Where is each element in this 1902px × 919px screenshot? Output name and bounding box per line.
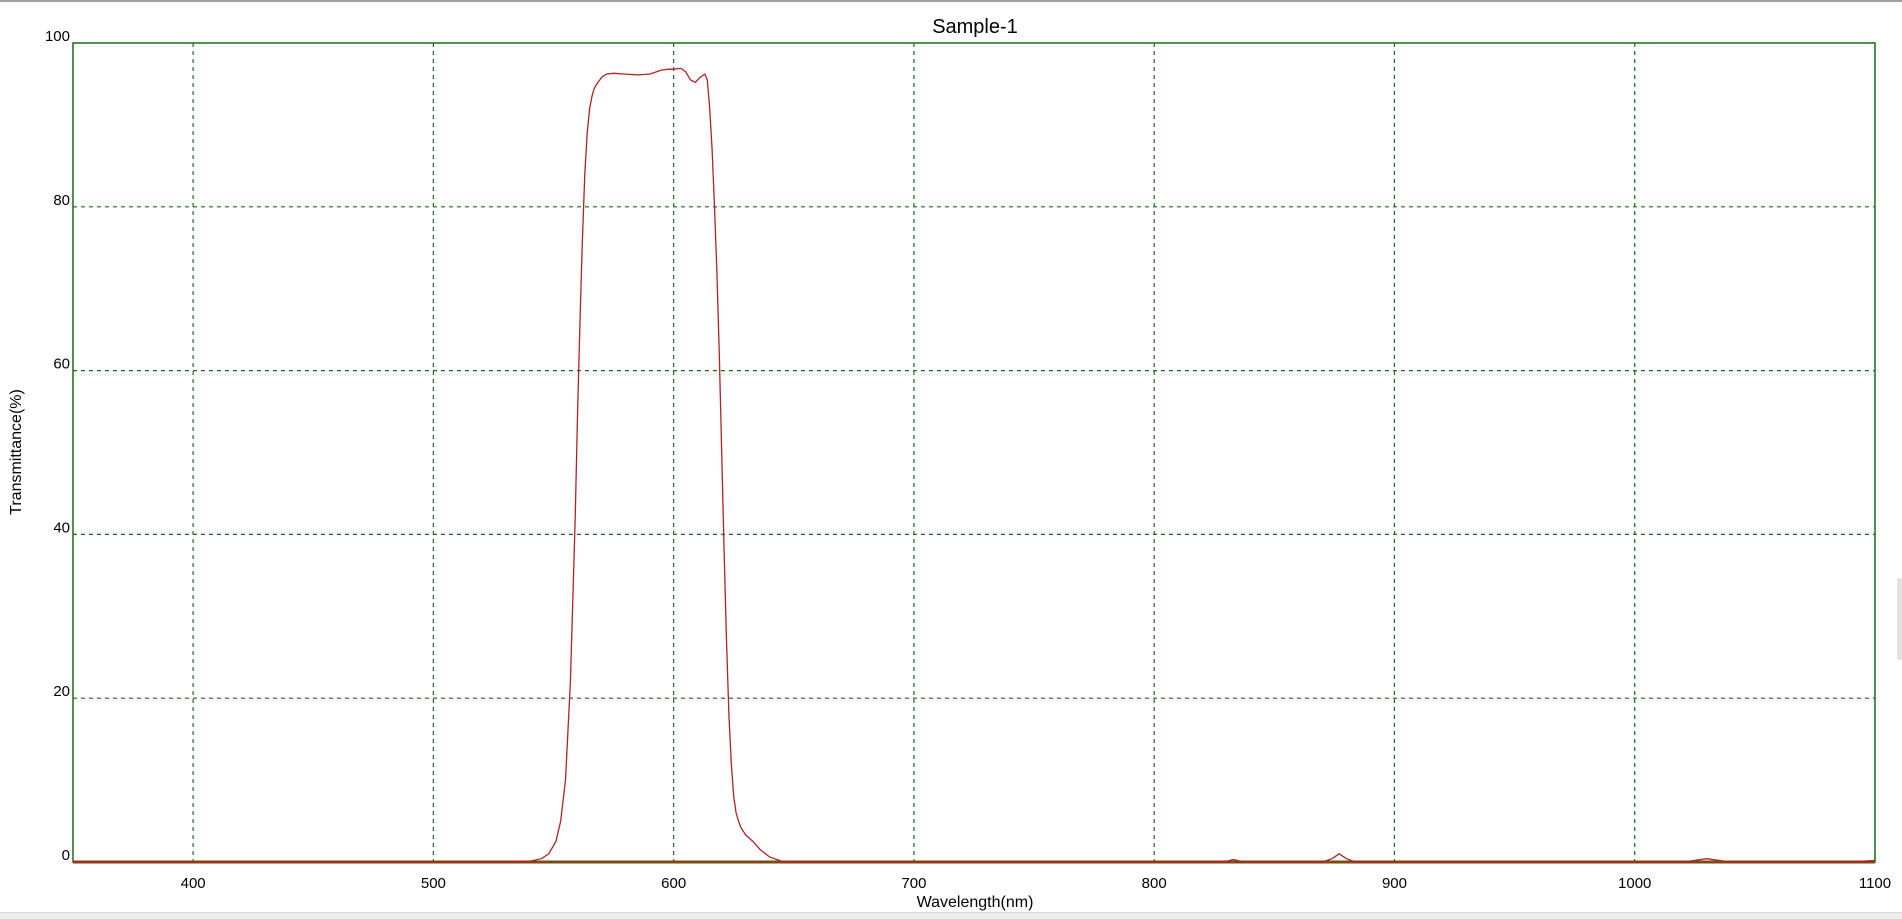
grid bbox=[73, 43, 1875, 862]
x-tick-label: 1000 bbox=[1618, 875, 1651, 892]
x-axis-label: Wavelength(nm) bbox=[917, 894, 1034, 911]
y-tick-label: 60 bbox=[53, 356, 70, 373]
y-tick-label: 20 bbox=[53, 683, 70, 700]
x-tick-label: 800 bbox=[1142, 875, 1167, 892]
y-tick-label: 40 bbox=[53, 519, 70, 536]
y-tick-label: 80 bbox=[53, 192, 70, 209]
series-line bbox=[73, 67, 1876, 863]
x-tick-label: 700 bbox=[901, 875, 926, 892]
chart-title: Sample-1 bbox=[932, 16, 1018, 38]
x-tick-label: 1100 bbox=[1859, 875, 1891, 892]
y-tick-label: 0 bbox=[62, 847, 70, 864]
x-tick-label: 400 bbox=[181, 875, 206, 892]
y-axis-ticks: 0 20 40 60 80 100 bbox=[45, 28, 70, 864]
x-tick-label: 900 bbox=[1382, 875, 1407, 892]
plot-frame bbox=[72, 42, 1876, 863]
status-bar bbox=[0, 912, 1902, 919]
x-tick-label: 600 bbox=[661, 875, 686, 892]
y-axis-label: Transmittance(%) bbox=[8, 389, 25, 515]
x-tick-label: 500 bbox=[421, 875, 446, 892]
y-tick-label: 100 bbox=[45, 28, 70, 45]
scrollbar-handle[interactable] bbox=[1897, 578, 1902, 660]
x-axis-ticks: 400 500 600 700 800 900 1000 1100 bbox=[181, 875, 1892, 892]
window-top-border bbox=[0, 0, 1902, 2]
